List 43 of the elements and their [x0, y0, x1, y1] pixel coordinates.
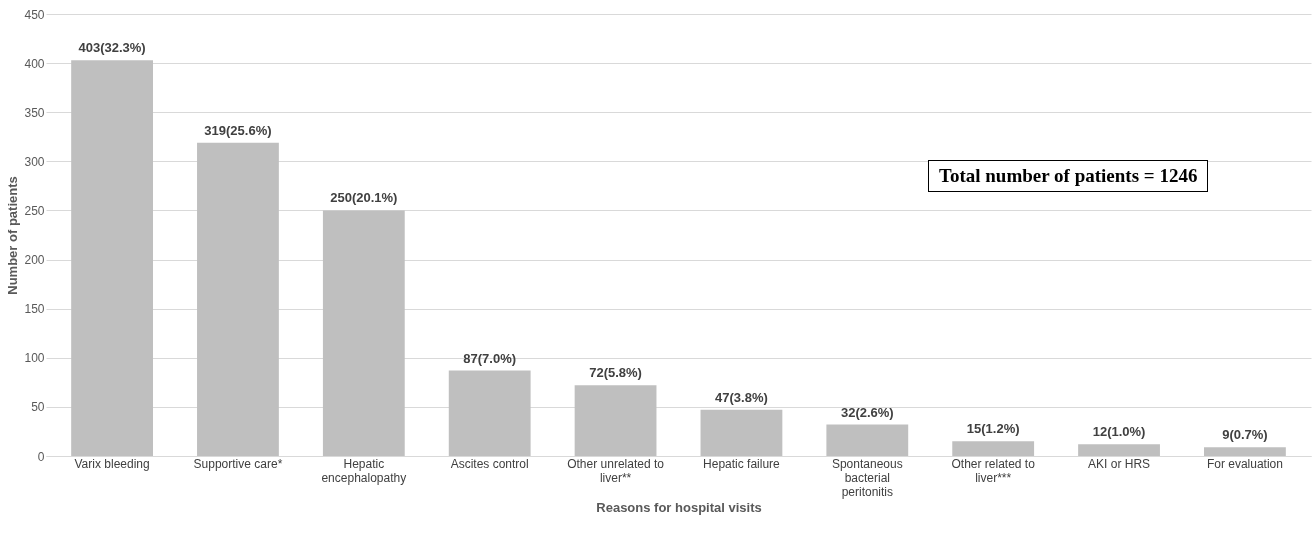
bar — [322, 210, 405, 456]
data-label: 87(7.0%) — [463, 350, 517, 366]
y-tick-label: 150 — [24, 302, 45, 317]
bar — [1078, 444, 1160, 456]
x-tick-label: Supportive care* — [193, 456, 283, 471]
y-tick-label: 0 — [37, 449, 45, 464]
data-label: 15(1.2%) — [966, 421, 1020, 437]
data-label: 47(3.8%) — [715, 389, 768, 405]
x-tick-label: Ascites control — [450, 456, 529, 471]
x-tick-label: For evaluation — [1206, 456, 1283, 471]
y-tick-label: 400 — [24, 56, 45, 71]
bar — [1204, 447, 1286, 456]
data-label: 12(1.0%) — [1092, 424, 1146, 440]
bar — [448, 370, 531, 456]
bar — [826, 424, 909, 456]
data-label: 319(25.6%) — [204, 122, 272, 138]
bar — [952, 441, 1035, 456]
y-tick-label: 50 — [31, 400, 45, 415]
data-label: 9(0.7%) — [1222, 427, 1268, 443]
x-tick-label: AKI or HRS — [1088, 456, 1151, 471]
data-label: 32(2.6%) — [840, 404, 894, 420]
x-tick-label: Varix bleeding — [74, 456, 150, 471]
bar — [71, 60, 153, 456]
y-tick-label: 300 — [24, 154, 45, 169]
data-label: 403(32.3%) — [78, 40, 146, 56]
data-label: 72(5.8%) — [589, 365, 642, 381]
x-axis-title: Reasons for hospital visits — [596, 499, 762, 515]
bar — [574, 385, 657, 456]
y-axis-title: Number of patients — [5, 176, 21, 295]
y-tick-label: 450 — [24, 7, 45, 22]
x-tick-label: Other unrelated to liver** — [567, 456, 665, 485]
y-tick-label: 250 — [24, 203, 45, 218]
annotation: Total number of patients = 1246 — [928, 160, 1209, 192]
y-tick-label: 100 — [24, 351, 45, 366]
y-tick-label: 350 — [24, 105, 45, 120]
x-tick-label: Hepatic encephalopathy — [321, 456, 407, 485]
data-label: 250(20.1%) — [330, 190, 398, 206]
x-tick-label: Spontaneous bacterial peritonitis — [831, 456, 903, 499]
bar — [197, 142, 279, 456]
x-tick-label: Other related to liver*** — [951, 456, 1036, 485]
y-tick-label: 200 — [24, 253, 45, 268]
bar — [700, 409, 783, 456]
x-tick-label: Hepatic failure — [703, 456, 781, 471]
